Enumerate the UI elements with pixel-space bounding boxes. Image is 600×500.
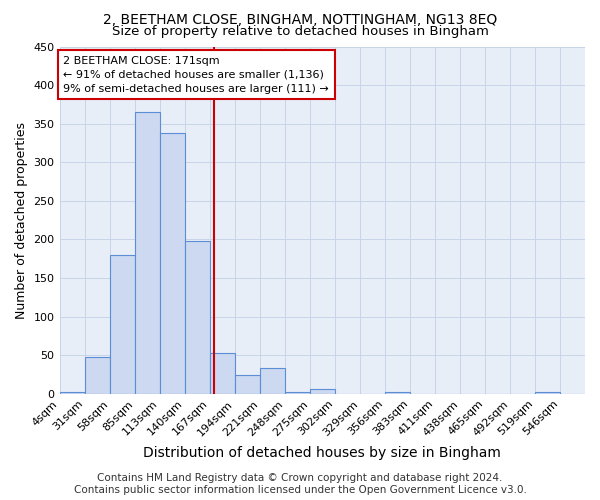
Bar xyxy=(310,389,335,394)
Text: Contains HM Land Registry data © Crown copyright and database right 2024.
Contai: Contains HM Land Registry data © Crown c… xyxy=(74,474,526,495)
Y-axis label: Number of detached properties: Number of detached properties xyxy=(15,122,28,318)
Bar xyxy=(160,133,185,394)
Bar xyxy=(59,392,85,394)
Bar xyxy=(260,368,285,394)
Bar xyxy=(85,357,110,394)
Bar xyxy=(134,112,160,394)
Bar xyxy=(110,255,134,394)
X-axis label: Distribution of detached houses by size in Bingham: Distribution of detached houses by size … xyxy=(143,446,501,460)
Text: 2 BEETHAM CLOSE: 171sqm
← 91% of detached houses are smaller (1,136)
9% of semi-: 2 BEETHAM CLOSE: 171sqm ← 91% of detache… xyxy=(63,56,329,94)
Text: Size of property relative to detached houses in Bingham: Size of property relative to detached ho… xyxy=(112,25,488,38)
Bar xyxy=(185,241,209,394)
Text: 2, BEETHAM CLOSE, BINGHAM, NOTTINGHAM, NG13 8EQ: 2, BEETHAM CLOSE, BINGHAM, NOTTINGHAM, N… xyxy=(103,12,497,26)
Bar xyxy=(235,374,260,394)
Bar xyxy=(385,392,410,394)
Bar xyxy=(535,392,560,394)
Bar xyxy=(285,392,310,394)
Bar xyxy=(209,353,235,394)
